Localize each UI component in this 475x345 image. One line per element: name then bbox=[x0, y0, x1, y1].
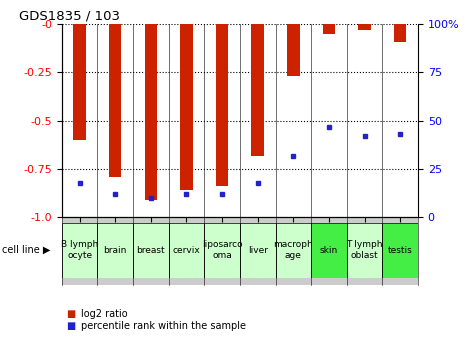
Text: T lymph
oblast: T lymph oblast bbox=[346, 240, 383, 260]
Bar bbox=[251, 24, 264, 156]
Bar bbox=[394, 24, 407, 41]
FancyBboxPatch shape bbox=[133, 223, 169, 278]
FancyBboxPatch shape bbox=[240, 223, 276, 278]
Text: testis: testis bbox=[388, 246, 413, 255]
FancyBboxPatch shape bbox=[97, 223, 133, 278]
Bar bbox=[287, 24, 300, 76]
FancyBboxPatch shape bbox=[311, 223, 347, 278]
Text: ■: ■ bbox=[66, 321, 76, 331]
Text: percentile rank within the sample: percentile rank within the sample bbox=[81, 321, 246, 331]
Text: cervix: cervix bbox=[172, 246, 200, 255]
FancyBboxPatch shape bbox=[347, 223, 382, 278]
Bar bbox=[216, 24, 228, 186]
Bar bbox=[180, 24, 193, 190]
Text: macroph
age: macroph age bbox=[274, 240, 313, 260]
Text: cell line ▶: cell line ▶ bbox=[2, 245, 51, 255]
Bar bbox=[144, 24, 157, 200]
Text: brain: brain bbox=[104, 246, 127, 255]
Bar bbox=[109, 24, 122, 177]
Text: ■: ■ bbox=[66, 309, 76, 319]
FancyBboxPatch shape bbox=[169, 223, 204, 278]
FancyBboxPatch shape bbox=[62, 223, 97, 278]
Bar bbox=[73, 24, 86, 140]
Bar bbox=[358, 24, 371, 30]
Text: liposarco
oma: liposarco oma bbox=[202, 240, 242, 260]
Text: skin: skin bbox=[320, 246, 338, 255]
Bar bbox=[323, 24, 335, 34]
FancyBboxPatch shape bbox=[204, 223, 240, 278]
Text: liver: liver bbox=[247, 246, 268, 255]
Text: B lymph
ocyte: B lymph ocyte bbox=[61, 240, 98, 260]
Text: log2 ratio: log2 ratio bbox=[81, 309, 127, 319]
FancyBboxPatch shape bbox=[382, 223, 418, 278]
Text: GDS1835 / 103: GDS1835 / 103 bbox=[19, 10, 120, 23]
FancyBboxPatch shape bbox=[276, 223, 311, 278]
Text: breast: breast bbox=[136, 246, 165, 255]
